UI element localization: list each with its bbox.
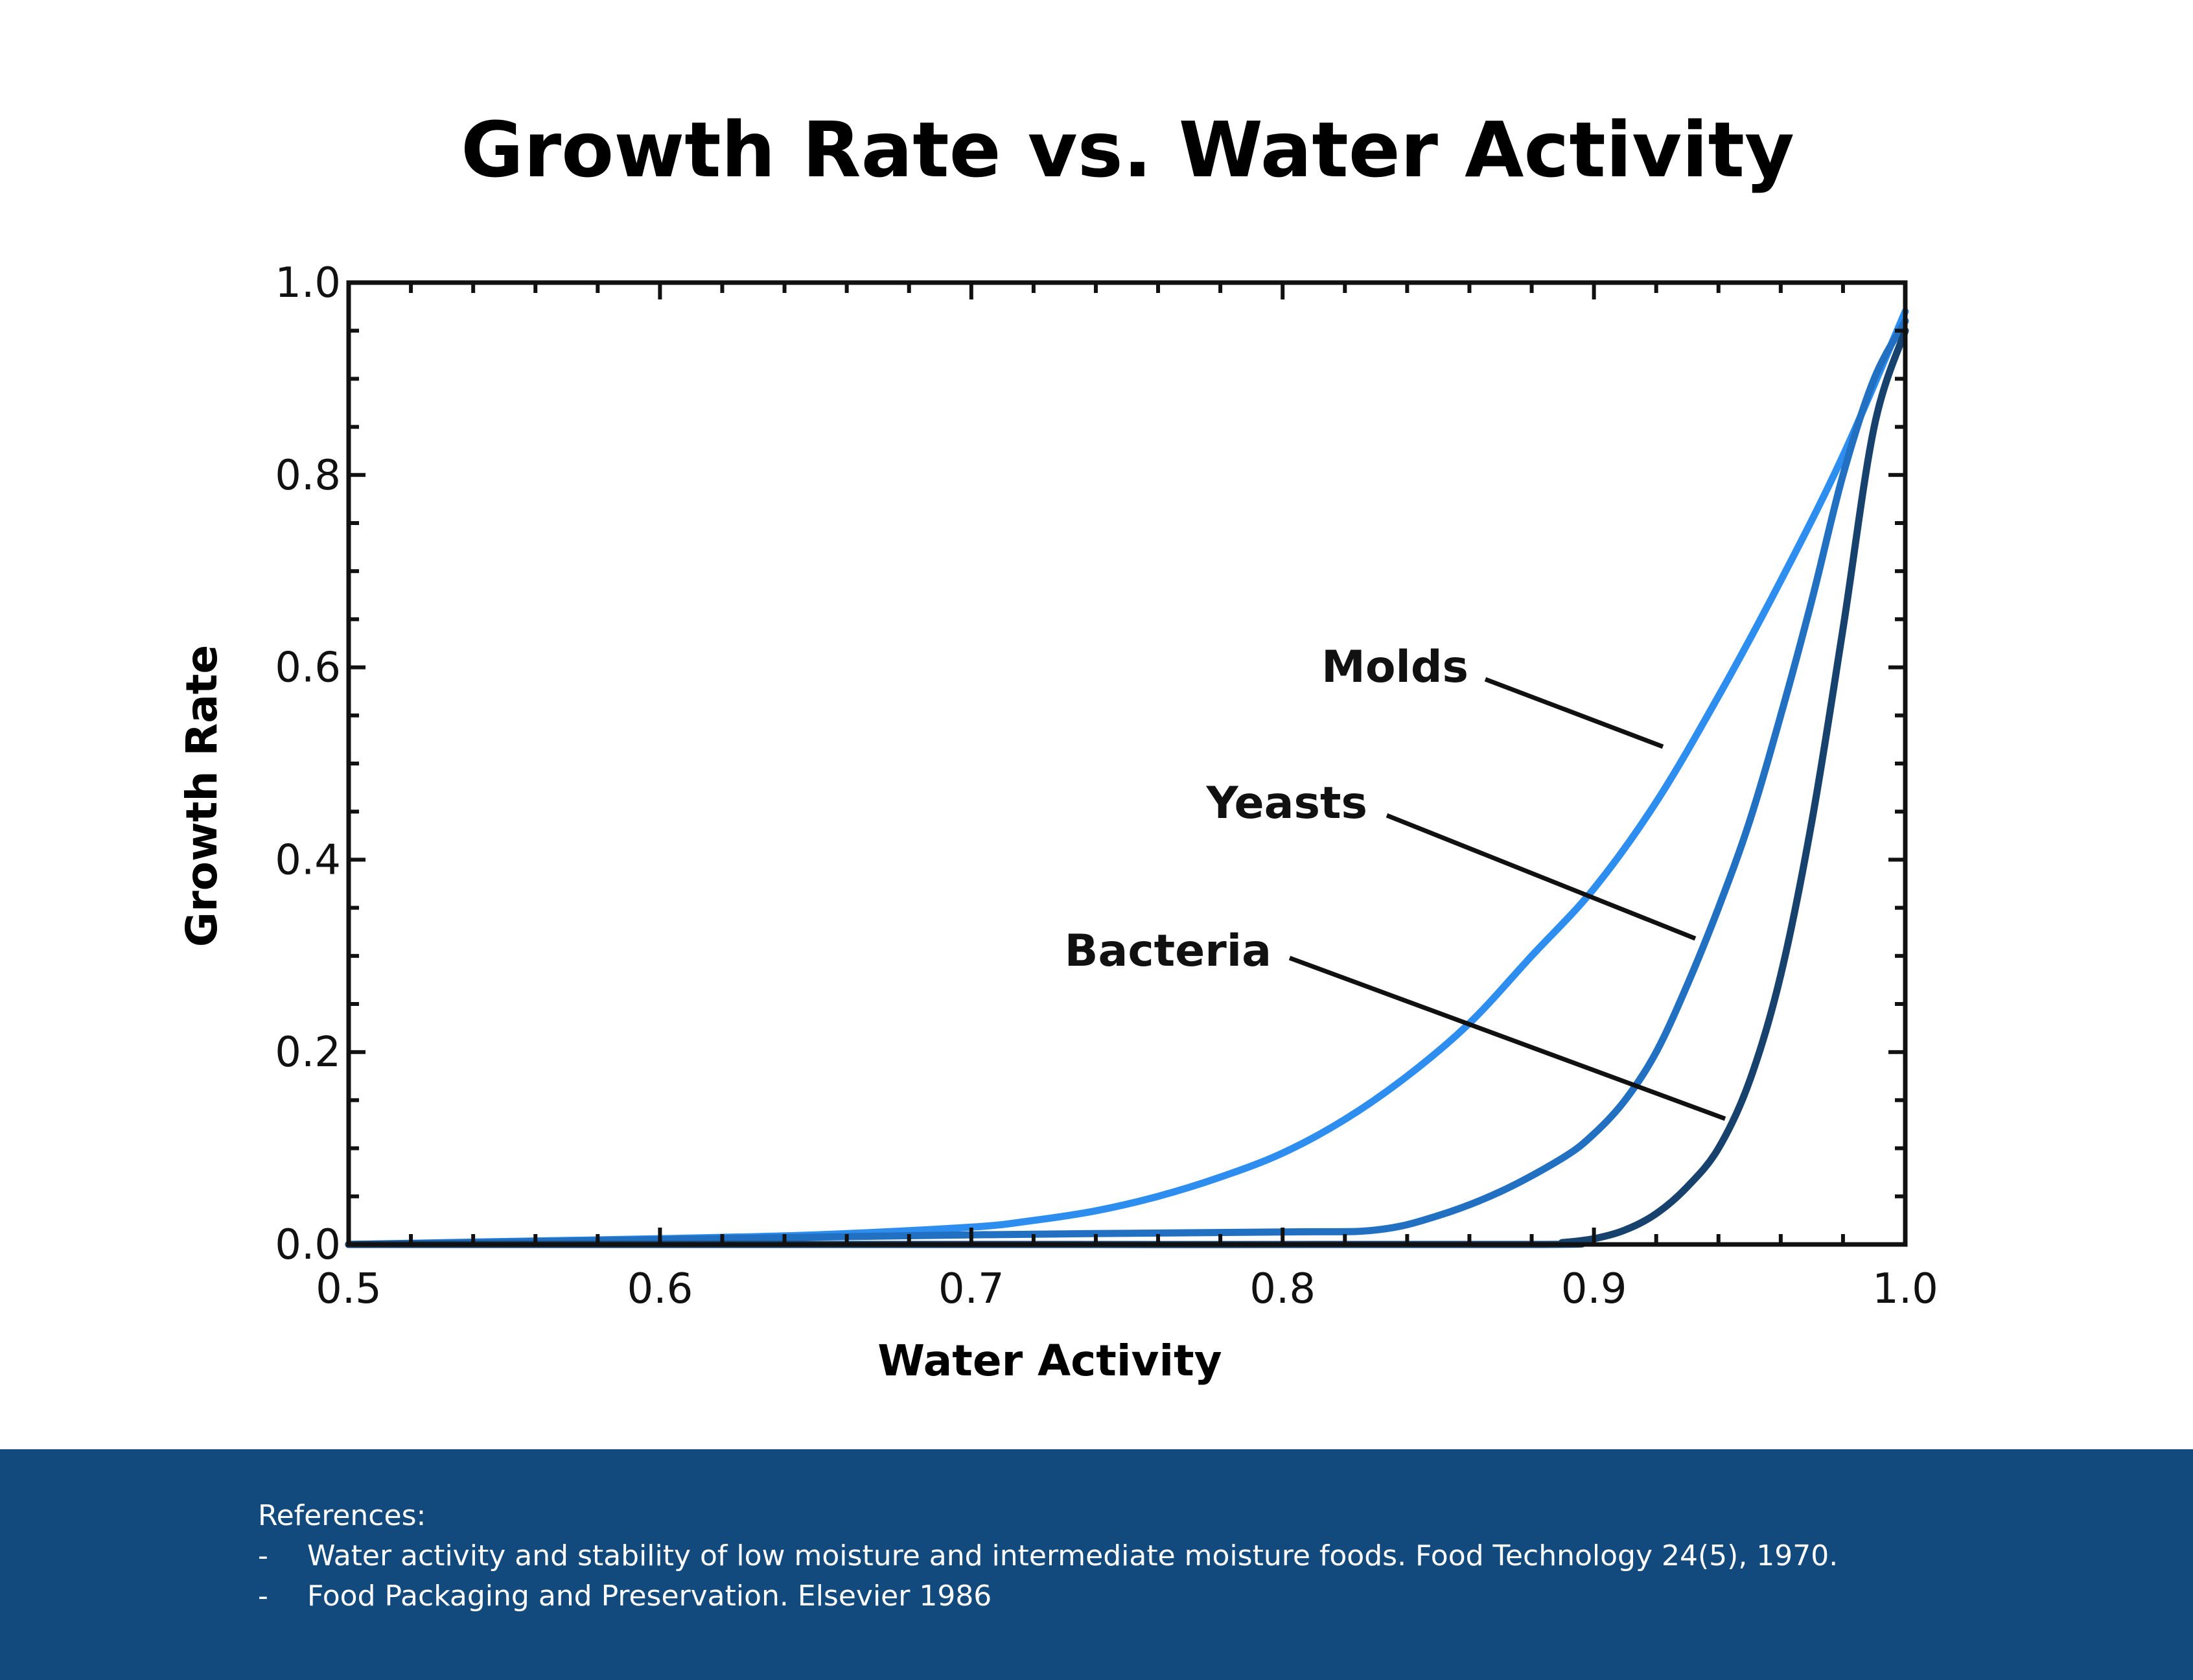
reference-bullet: - [258,1539,268,1572]
annotation-leader-molds [1484,677,1664,749]
reference-text: Water activity and stability of low mois… [307,1539,1839,1572]
x-tick-label: 0.5 [316,1265,382,1313]
references-list: References: - Water activity and stabili… [258,1496,1838,1616]
annotation-label-bacteria: Bacteria [1065,926,1271,977]
y-tick-label: 0.6 [275,644,341,692]
x-tick-label: 1.0 [1872,1265,1938,1313]
series-line-yeasts [345,317,1909,1248]
plot-frame [346,280,1908,1247]
y-axis-label: Growth Rate [177,645,227,947]
references-heading: References: [258,1499,426,1532]
x-tick-label: 0.9 [1561,1265,1627,1313]
annotation-layer: Molds Yeasts Bacteria [1065,642,1726,1121]
references-footer: References: - Water activity and stabili… [0,1449,2193,1680]
annotation-label-yeasts: Yeasts [1206,778,1367,829]
y-tick-label: 1.0 [275,259,341,307]
y-tick-label: 0.4 [275,836,341,884]
reference-item: - Food Packaging and Preservation. Elsev… [258,1576,1838,1616]
annotation-leader-yeasts [1386,813,1697,941]
series-line-bacteria [345,327,1909,1248]
x-tick-label: 0.6 [627,1265,693,1313]
x-tick-label: 0.8 [1249,1265,1316,1313]
x-axis-label: Water Activity [877,1336,1222,1386]
y-tick-label: 0.2 [275,1029,341,1077]
x-tick-label: 0.7 [938,1265,1004,1313]
series-layer [345,308,1909,1248]
reference-bullet: - [258,1580,268,1613]
y-tick-label: 0.8 [275,452,341,500]
reference-item: - Water activity and stability of low mo… [258,1536,1838,1576]
tick-layer: 0.5 0.6 0.7 0.8 0.9 1.0 0.0 0.2 0.4 0.6 0.8 1.0 [275,259,1938,1313]
chart-title: Growth Rate vs. Water Activity [461,105,1794,194]
reference-text: Food Packaging and Preservation. Elsevie… [307,1580,992,1613]
annotation-label-molds: Molds [1321,642,1468,693]
series-line-molds [345,308,1909,1248]
annotation-leader-bacteria [1288,955,1726,1121]
y-tick-label: 0.0 [275,1221,341,1269]
